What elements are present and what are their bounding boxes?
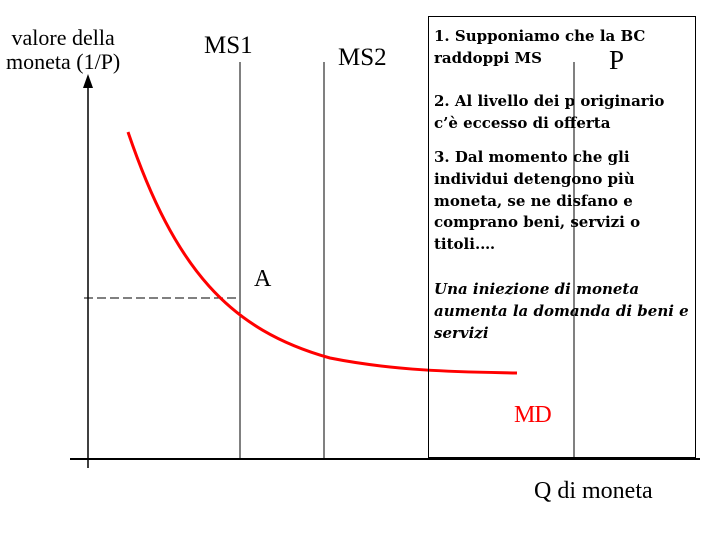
md-label: MD bbox=[514, 402, 552, 428]
y-axis-label: valore della moneta (1/P) bbox=[6, 25, 121, 75]
note-step-1: 1. Supponiamo che la BC raddoppi MS bbox=[434, 27, 646, 67]
y-axis-label-line2: moneta (1/P) bbox=[6, 49, 121, 75]
x-axis-label: Q di moneta bbox=[534, 478, 653, 504]
point-a-label: A bbox=[254, 266, 272, 292]
ms1-label: MS1 bbox=[204, 32, 253, 59]
md-curve bbox=[126, 131, 518, 375]
note-step-2: 2. Al livello dei p originario c’è ecces… bbox=[434, 92, 665, 132]
explanation-box bbox=[428, 16, 696, 458]
note-step-3: 3. Dal momento che gli individui detengo… bbox=[434, 148, 641, 253]
p-label: P bbox=[609, 45, 625, 75]
note-conclusion: Una iniezione di moneta aumenta la doman… bbox=[434, 280, 689, 342]
ms2-label: MS2 bbox=[338, 44, 387, 71]
y-axis-arrowhead bbox=[83, 74, 93, 88]
y-axis-label-line1: valore della bbox=[11, 25, 115, 50]
